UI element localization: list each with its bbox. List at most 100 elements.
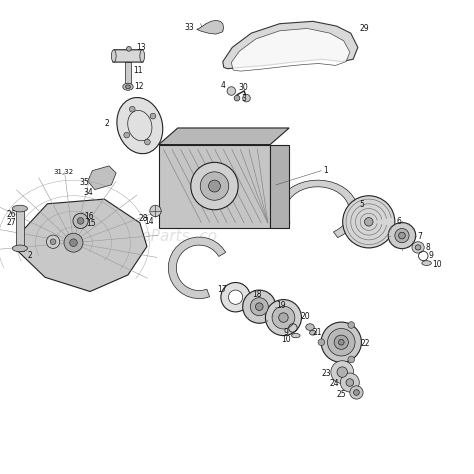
Circle shape xyxy=(150,113,156,119)
Text: 30: 30 xyxy=(238,83,248,92)
Ellipse shape xyxy=(292,334,300,338)
Polygon shape xyxy=(16,206,24,251)
Text: 12: 12 xyxy=(135,82,144,91)
Ellipse shape xyxy=(365,218,373,226)
Circle shape xyxy=(124,132,129,138)
Text: 2: 2 xyxy=(104,119,109,128)
Ellipse shape xyxy=(310,330,316,335)
Ellipse shape xyxy=(243,290,276,323)
Text: 14: 14 xyxy=(145,218,154,226)
Ellipse shape xyxy=(334,335,348,349)
Ellipse shape xyxy=(321,322,361,362)
Ellipse shape xyxy=(340,373,359,392)
Text: 27: 27 xyxy=(7,219,17,227)
Circle shape xyxy=(145,139,150,145)
Text: 28: 28 xyxy=(139,214,148,222)
Circle shape xyxy=(227,87,236,95)
Polygon shape xyxy=(168,237,226,299)
Text: 20: 20 xyxy=(301,312,310,321)
Text: 16: 16 xyxy=(84,212,94,221)
Ellipse shape xyxy=(200,172,229,200)
Ellipse shape xyxy=(399,232,405,239)
Circle shape xyxy=(318,339,325,346)
Text: 7: 7 xyxy=(417,232,422,240)
Text: 9: 9 xyxy=(429,252,434,260)
Text: 9: 9 xyxy=(283,328,288,337)
Polygon shape xyxy=(18,199,147,292)
Circle shape xyxy=(348,322,355,328)
Text: 6: 6 xyxy=(396,217,401,226)
Ellipse shape xyxy=(338,339,344,345)
Ellipse shape xyxy=(140,50,145,62)
Text: 26: 26 xyxy=(7,210,17,219)
Text: 22: 22 xyxy=(360,339,370,348)
Ellipse shape xyxy=(221,283,250,312)
Ellipse shape xyxy=(117,98,163,154)
Circle shape xyxy=(127,46,131,51)
Circle shape xyxy=(73,213,88,228)
Circle shape xyxy=(129,106,135,112)
Polygon shape xyxy=(270,145,289,228)
Text: 23: 23 xyxy=(321,369,331,378)
Text: 29: 29 xyxy=(359,24,369,33)
Circle shape xyxy=(150,205,161,217)
Ellipse shape xyxy=(395,228,409,243)
Text: 2: 2 xyxy=(27,252,32,260)
Ellipse shape xyxy=(279,313,288,322)
Polygon shape xyxy=(231,28,350,71)
Text: 15: 15 xyxy=(86,219,96,228)
Ellipse shape xyxy=(354,390,359,395)
Text: 21: 21 xyxy=(313,328,322,337)
Text: 35: 35 xyxy=(80,179,90,187)
Text: 8: 8 xyxy=(426,243,430,252)
Ellipse shape xyxy=(111,50,116,62)
Ellipse shape xyxy=(228,290,243,304)
Text: 10: 10 xyxy=(281,335,291,344)
Polygon shape xyxy=(197,20,224,34)
Polygon shape xyxy=(277,180,358,237)
Text: 13: 13 xyxy=(137,43,146,52)
Ellipse shape xyxy=(126,85,130,89)
Text: 3: 3 xyxy=(242,94,246,102)
Text: 10: 10 xyxy=(432,260,442,268)
Text: 24: 24 xyxy=(329,380,339,388)
Ellipse shape xyxy=(343,196,395,248)
Text: 19: 19 xyxy=(276,301,285,310)
Ellipse shape xyxy=(191,162,238,210)
Ellipse shape xyxy=(12,245,27,252)
Ellipse shape xyxy=(328,328,355,356)
Text: 18: 18 xyxy=(252,291,262,299)
Ellipse shape xyxy=(209,180,220,192)
Ellipse shape xyxy=(412,242,424,253)
Text: 4: 4 xyxy=(220,81,225,90)
Text: 1: 1 xyxy=(323,166,328,175)
Polygon shape xyxy=(125,62,131,84)
Ellipse shape xyxy=(12,205,27,212)
Circle shape xyxy=(348,356,355,363)
Ellipse shape xyxy=(337,367,347,377)
Ellipse shape xyxy=(350,386,363,399)
Ellipse shape xyxy=(306,324,314,330)
Text: 25: 25 xyxy=(337,390,346,399)
Polygon shape xyxy=(88,166,116,190)
Polygon shape xyxy=(159,128,289,145)
Ellipse shape xyxy=(123,83,133,91)
Text: D  SpareParts  co: D SpareParts co xyxy=(85,229,218,245)
Text: 31,32: 31,32 xyxy=(53,169,73,174)
Circle shape xyxy=(64,233,83,252)
Circle shape xyxy=(70,239,77,246)
Ellipse shape xyxy=(265,300,301,336)
Ellipse shape xyxy=(388,223,416,248)
Ellipse shape xyxy=(346,379,354,386)
Text: 5: 5 xyxy=(359,201,364,209)
Circle shape xyxy=(234,95,240,101)
Ellipse shape xyxy=(250,298,268,316)
Ellipse shape xyxy=(331,361,354,383)
Ellipse shape xyxy=(272,306,295,329)
Polygon shape xyxy=(223,21,358,69)
Ellipse shape xyxy=(415,245,421,250)
Text: 33: 33 xyxy=(184,23,194,32)
Text: 17: 17 xyxy=(217,285,227,293)
Circle shape xyxy=(77,218,84,224)
Polygon shape xyxy=(113,50,143,62)
